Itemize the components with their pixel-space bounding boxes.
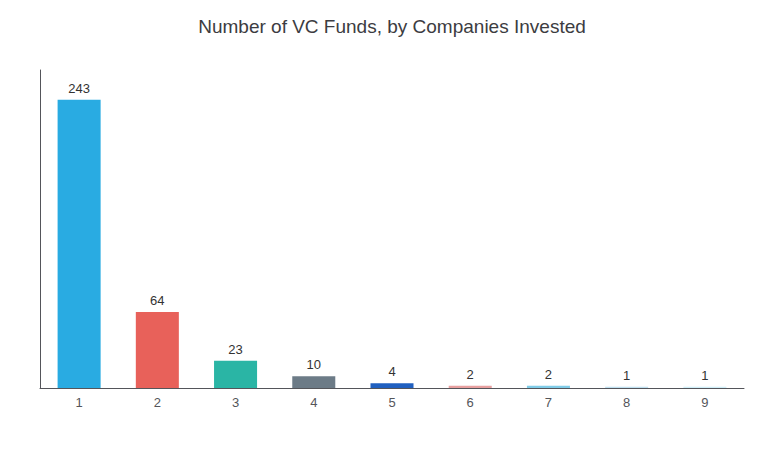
svg-text:4: 4 bbox=[388, 364, 395, 379]
svg-text:1: 1 bbox=[75, 395, 82, 410]
svg-text:1: 1 bbox=[623, 368, 630, 383]
svg-text:2: 2 bbox=[545, 367, 552, 382]
svg-text:7: 7 bbox=[545, 395, 552, 410]
svg-text:3: 3 bbox=[232, 395, 239, 410]
svg-text:243: 243 bbox=[68, 81, 90, 96]
svg-text:10: 10 bbox=[307, 357, 321, 372]
svg-text:1: 1 bbox=[701, 368, 708, 383]
svg-text:64: 64 bbox=[150, 293, 164, 308]
svg-text:5: 5 bbox=[388, 395, 395, 410]
svg-text:2: 2 bbox=[154, 395, 161, 410]
svg-text:8: 8 bbox=[623, 395, 630, 410]
svg-text:Number of VC Funds, by Compani: Number of VC Funds, by Companies Investe… bbox=[198, 16, 586, 37]
svg-text:4: 4 bbox=[310, 395, 317, 410]
svg-text:2: 2 bbox=[467, 367, 474, 382]
svg-text:9: 9 bbox=[701, 395, 708, 410]
svg-text:23: 23 bbox=[228, 342, 242, 357]
svg-text:6: 6 bbox=[467, 395, 474, 410]
